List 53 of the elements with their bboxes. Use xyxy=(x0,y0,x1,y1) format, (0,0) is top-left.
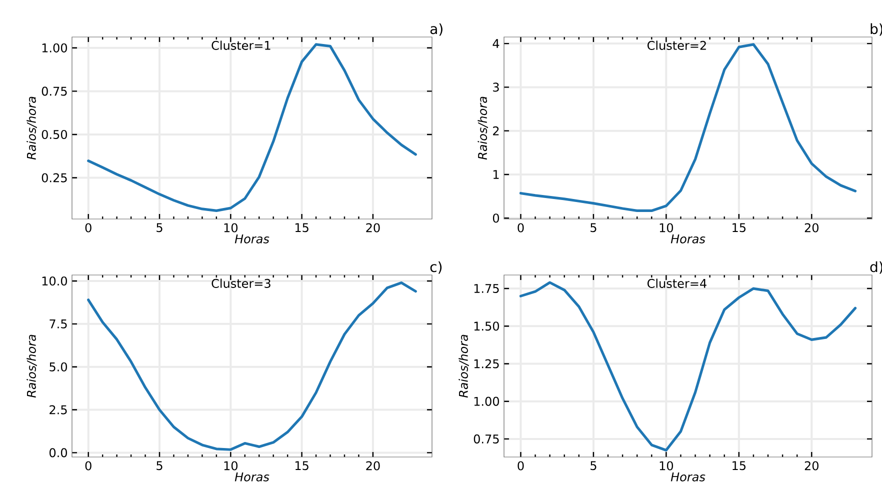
x-tick-label: 20 xyxy=(804,223,818,232)
x-axis-title: Horas xyxy=(670,472,706,482)
x-tick-label: 15 xyxy=(732,461,746,470)
text: c) xyxy=(430,261,442,274)
x-tick-label: 20 xyxy=(366,223,380,232)
y-tick-label: 0.50 xyxy=(42,130,68,140)
x-axis-title: Horas xyxy=(670,234,706,244)
text: a) xyxy=(430,23,442,36)
x-tick-label: 0 xyxy=(85,461,92,470)
x-axis-title: Horas xyxy=(234,472,270,482)
y-tick-label: 10.0 xyxy=(42,276,68,286)
y-tick-label: 2 xyxy=(493,126,499,136)
y-tick-label: 0.25 xyxy=(42,173,67,182)
x-tick-label: 5 xyxy=(156,461,162,470)
x-tick-label: 20 xyxy=(366,461,380,470)
x-tick-label: 10 xyxy=(224,461,238,470)
chart-title: Cluster=4 xyxy=(648,278,706,288)
x-axis-title: Horas xyxy=(234,234,270,244)
chart-title: Cluster=3 xyxy=(212,278,270,288)
y-tick-label: 1.25 xyxy=(474,359,499,368)
y-tick-label: 7.5 xyxy=(50,319,67,328)
y-tick-label: 0.75 xyxy=(42,86,67,96)
y-tick-label: 3 xyxy=(493,82,499,92)
y-axis-title: Raios/hora xyxy=(478,96,488,160)
x-tick-label: 0 xyxy=(518,461,524,470)
x-tick-label: 15 xyxy=(732,223,746,232)
y-tick-label: 4 xyxy=(492,39,500,48)
chart-title: Cluster=2 xyxy=(648,40,706,50)
x-tick-label: 15 xyxy=(295,223,308,232)
y-tick-label: 0.75 xyxy=(474,434,499,444)
x-tick-label: 10 xyxy=(660,461,674,470)
y-tick-label: 0.0 xyxy=(50,448,68,458)
x-tick-label: 5 xyxy=(156,223,162,232)
x-tick-label: 5 xyxy=(590,223,596,232)
y-tick-label: 1.00 xyxy=(474,396,500,406)
y-tick-label: 1 xyxy=(493,170,499,179)
x-tick-label: 0 xyxy=(85,223,92,232)
y-tick-label: 2.5 xyxy=(50,405,67,414)
y-tick-label: 5.0 xyxy=(50,362,68,372)
y-tick-label: 1.50 xyxy=(474,322,500,331)
x-tick-label: 5 xyxy=(590,461,596,470)
chart-title: Cluster=1 xyxy=(212,40,270,50)
x-tick-label: 20 xyxy=(804,461,818,470)
y-axis-title: Raios/hora xyxy=(458,334,469,398)
x-tick-label: 10 xyxy=(660,223,674,232)
x-tick-label: 0 xyxy=(518,223,524,232)
y-tick-label: 0 xyxy=(492,214,500,223)
y-tick-label: 1.75 xyxy=(474,284,499,293)
y-axis-title: Raios/hora xyxy=(26,334,37,398)
x-tick-label: 10 xyxy=(224,223,238,232)
x-tick-label: 15 xyxy=(295,461,308,470)
y-tick-label: 1.00 xyxy=(42,43,68,52)
y-axis-title: Raios/hora xyxy=(26,96,37,160)
